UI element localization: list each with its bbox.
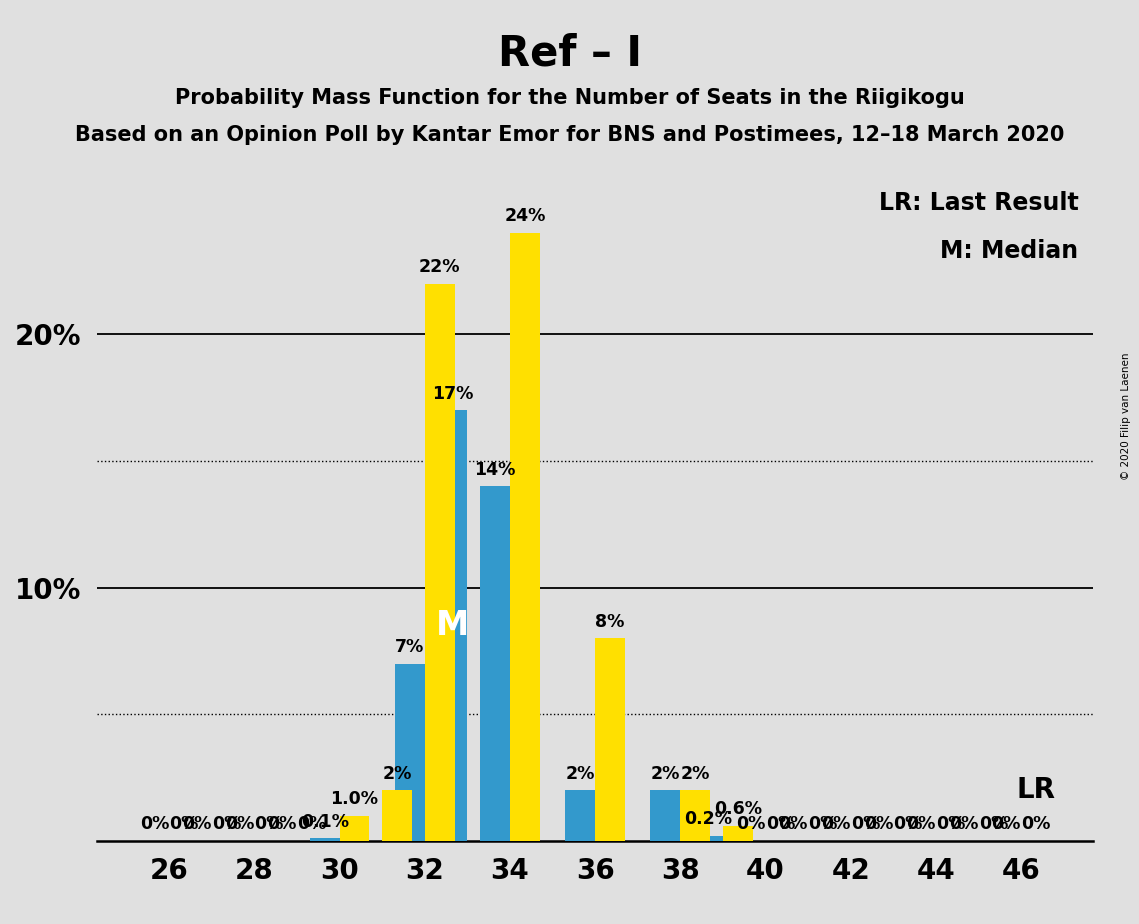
Text: Probability Mass Function for the Number of Seats in the Riigikogu: Probability Mass Function for the Number… (174, 88, 965, 108)
Bar (383, 790, 412, 841)
Bar (481, 486, 510, 841)
Text: 0%: 0% (255, 815, 284, 833)
Text: 0%: 0% (736, 815, 765, 833)
Text: 0%: 0% (140, 815, 169, 833)
Text: M: M (436, 609, 469, 642)
Text: 0%: 0% (268, 815, 297, 833)
Bar (339, 816, 369, 841)
Text: 0%: 0% (809, 815, 837, 833)
Text: 2%: 2% (566, 764, 595, 783)
Text: 2%: 2% (680, 764, 710, 783)
Text: 0%: 0% (170, 815, 199, 833)
Text: 0%: 0% (907, 815, 935, 833)
Text: 1.0%: 1.0% (330, 790, 378, 808)
Text: 0%: 0% (949, 815, 978, 833)
Text: 0%: 0% (851, 815, 880, 833)
Text: Based on an Opinion Poll by Kantar Emor for BNS and Postimees, 12–18 March 2020: Based on an Opinion Poll by Kantar Emor … (75, 125, 1064, 145)
Text: 0%: 0% (182, 815, 212, 833)
Bar (310, 838, 339, 841)
Text: 0%: 0% (978, 815, 1008, 833)
Text: M: Median: M: Median (941, 239, 1079, 263)
Text: 0%: 0% (1022, 815, 1050, 833)
Text: Ref – I: Ref – I (498, 32, 641, 74)
Text: 0%: 0% (821, 815, 851, 833)
Text: 0%: 0% (297, 815, 327, 833)
Bar (595, 638, 625, 841)
Text: 0%: 0% (936, 815, 966, 833)
Bar (650, 790, 680, 841)
Bar (694, 836, 723, 841)
Text: 2%: 2% (650, 764, 680, 783)
Bar (680, 790, 710, 841)
Text: LR: LR (1016, 776, 1055, 804)
Text: © 2020 Filip van Laenen: © 2020 Filip van Laenen (1121, 352, 1131, 480)
Text: 0%: 0% (991, 815, 1021, 833)
Bar (565, 790, 595, 841)
Text: 0%: 0% (863, 815, 893, 833)
Text: 0.1%: 0.1% (301, 813, 349, 831)
Text: 22%: 22% (419, 258, 460, 276)
Text: 7%: 7% (395, 638, 425, 656)
Bar (395, 663, 425, 841)
Text: 24%: 24% (505, 208, 546, 225)
Text: LR: Last Result: LR: Last Result (879, 191, 1079, 215)
Text: 8%: 8% (596, 613, 624, 631)
Text: 0%: 0% (212, 815, 241, 833)
Text: 17%: 17% (432, 384, 473, 403)
Bar (425, 284, 454, 841)
Text: 0%: 0% (778, 815, 808, 833)
Bar (437, 410, 467, 841)
Text: 14%: 14% (474, 461, 516, 479)
Text: 0%: 0% (893, 815, 923, 833)
Bar (510, 233, 540, 841)
Text: 0.6%: 0.6% (714, 800, 762, 818)
Text: 0%: 0% (224, 815, 254, 833)
Text: 0%: 0% (765, 815, 795, 833)
Text: 2%: 2% (383, 764, 412, 783)
Text: 0.2%: 0.2% (685, 810, 732, 828)
Bar (723, 826, 753, 841)
